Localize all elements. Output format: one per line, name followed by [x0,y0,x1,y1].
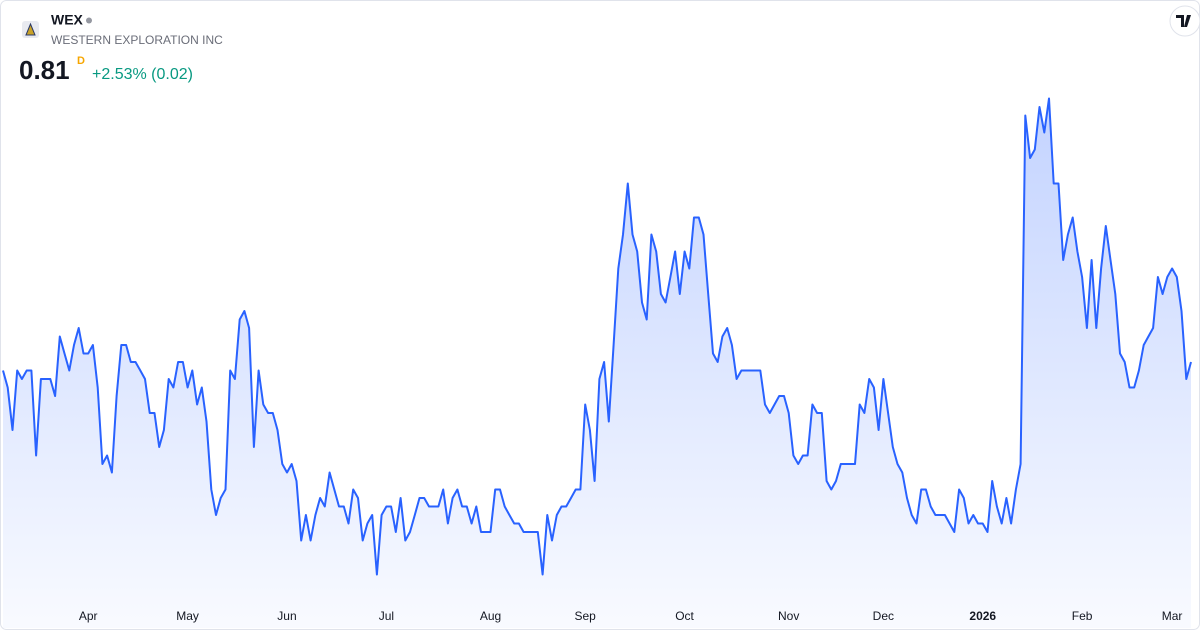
plot-area [2,97,1192,628]
area-fill [3,98,1191,628]
price-line [2,97,1192,576]
symbol: WEX [51,12,84,28]
x-tick-label: Jun [277,609,296,623]
x-tick-label: May [176,609,199,623]
tv-logo-bg [1169,5,1200,37]
status-dot [86,17,92,24]
price: 0.81 [19,55,70,85]
x-tick-label: Mar [1162,609,1183,623]
logo-icon [25,22,36,36]
x-tick-label: 2026 [969,609,996,623]
tv-logo [1176,15,1191,27]
company-name: WESTERN EXPLORATION INC [51,33,223,47]
x-tick-label: Dec [873,609,894,623]
interval: D [77,55,85,67]
x-tick-label: Nov [778,609,799,623]
x-tick-label: Jul [379,609,394,623]
x-axis: Apr May Jun Jul Aug Sep Oct Nov Dec 2026 Feb Mar [79,609,1183,623]
x-tick-label: Apr [79,609,98,623]
x-tick-label: Sep [574,609,596,623]
change: +2.53% (0.02) [92,66,193,83]
x-tick-label: Feb [1072,609,1093,623]
x-tick-label: Aug [480,609,501,623]
x-tick-label: Oct [675,609,694,623]
